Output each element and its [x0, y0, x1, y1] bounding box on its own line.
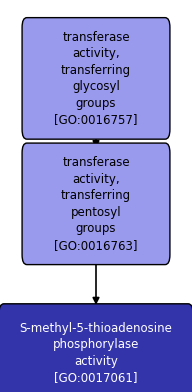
FancyBboxPatch shape [0, 304, 192, 392]
Text: transferase
activity,
transferring
glycosyl
groups
[GO:0016757]: transferase activity, transferring glyco… [54, 31, 138, 126]
Text: transferase
activity,
transferring
pentosyl
groups
[GO:0016763]: transferase activity, transferring pento… [54, 156, 138, 252]
FancyBboxPatch shape [22, 18, 170, 139]
Text: S-methyl-5-thioadenosine
phosphorylase
activity
[GO:0017061]: S-methyl-5-thioadenosine phosphorylase a… [20, 321, 172, 384]
FancyBboxPatch shape [22, 143, 170, 265]
